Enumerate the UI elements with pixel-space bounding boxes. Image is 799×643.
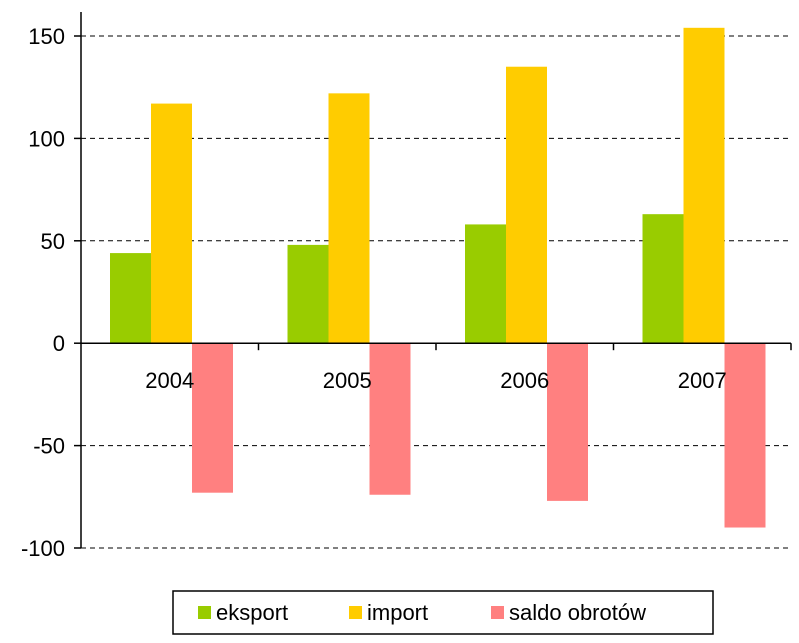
x-axis-category-labels: 2004 2005 2006 2007 xyxy=(145,368,726,393)
bar-import-2006 xyxy=(506,66,547,344)
bar-import-2007 xyxy=(683,27,725,344)
y-tick-label: 50 xyxy=(41,229,65,254)
bar-import-2004 xyxy=(151,103,192,344)
bar-saldo-obrotów-2004 xyxy=(192,343,233,493)
bar-saldo-obrotów-2005 xyxy=(369,343,411,495)
x-category-label: 2005 xyxy=(323,368,372,393)
y-tick-label: -100 xyxy=(21,536,65,561)
y-axis-tick-labels: 150 100 50 0 -50 -100 xyxy=(21,24,65,561)
y-tick-label: 100 xyxy=(28,126,65,151)
bar-import-2005 xyxy=(328,93,370,344)
legend-label-eksport: eksport xyxy=(216,600,288,625)
bar-saldo-obrotów-2006 xyxy=(547,343,588,501)
axes xyxy=(74,12,792,549)
y-tick-label: 0 xyxy=(53,331,65,356)
bar-eksport-2007 xyxy=(642,214,684,344)
bar-eksport-2005 xyxy=(287,244,329,344)
legend-label-saldo-obrotów: saldo obrotów xyxy=(509,600,646,625)
legend-swatch-import xyxy=(349,606,362,619)
x-category-label: 2004 xyxy=(145,368,194,393)
y-tick-label: 150 xyxy=(28,24,65,49)
legend-swatch-eksport xyxy=(198,606,211,619)
bars xyxy=(110,27,766,528)
legend-swatch-saldo-obrotów xyxy=(491,606,504,619)
legend-box xyxy=(172,590,714,635)
y-tick-label: -50 xyxy=(33,434,65,459)
x-category-label: 2007 xyxy=(678,368,727,393)
x-category-label: 2006 xyxy=(500,368,549,393)
legend: eksport import saldo obrotów xyxy=(172,590,714,635)
legend-label-import: import xyxy=(367,600,428,625)
bar-eksport-2006 xyxy=(465,224,506,344)
bar-eksport-2004 xyxy=(110,253,151,344)
bar-saldo-obrotów-2007 xyxy=(724,343,766,528)
